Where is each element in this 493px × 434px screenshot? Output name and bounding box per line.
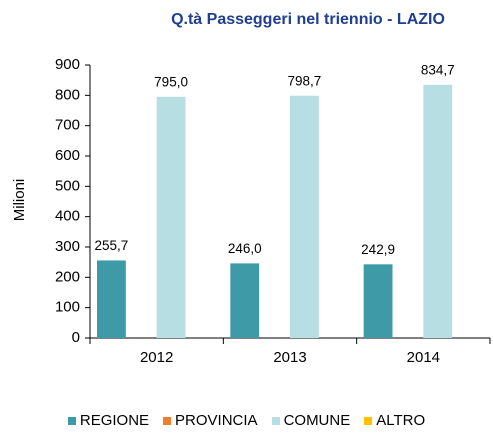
y-tick-label: 600 [55, 147, 80, 164]
legend-item: PROVINCIA [163, 412, 258, 429]
data-label: 242,9 [361, 242, 395, 257]
bar [156, 96, 186, 338]
data-label: 246,0 [228, 241, 262, 256]
bar [97, 260, 126, 338]
x-tick-label: 2012 [140, 349, 173, 366]
legend-swatch [271, 416, 280, 425]
y-tick-label: 200 [55, 268, 80, 285]
bar [230, 263, 260, 338]
legend-item: COMUNE [271, 412, 351, 429]
y-tick-label: 100 [55, 299, 80, 316]
chart: Q.tà Passeggeri nel triennio - LAZIO Mil… [11, 11, 491, 366]
legend-swatch [163, 416, 172, 425]
y-tick-label: 800 [55, 86, 80, 103]
x-tick-label: 2013 [273, 349, 306, 366]
data-label: 798,7 [288, 73, 322, 88]
legend-swatch [364, 416, 373, 425]
y-tick-label: 300 [55, 238, 80, 255]
data-label: 795,0 [154, 74, 188, 89]
legend-item: ALTRO [364, 412, 425, 429]
legend-label: PROVINCIA [175, 412, 258, 429]
y-tick-label: 700 [55, 117, 80, 134]
y-tick-label: 400 [55, 208, 80, 225]
data-label: 255,7 [95, 238, 129, 253]
bar [363, 264, 393, 338]
y-tick-label: 0 [72, 329, 80, 346]
bar [290, 95, 319, 339]
y-tick-label: 900 [55, 56, 80, 73]
y-tick-label: 500 [55, 177, 80, 194]
legend-swatch [67, 416, 76, 425]
y-axis-label: Milioni [11, 179, 28, 222]
data-label: 834,7 [421, 62, 455, 77]
bar [423, 84, 453, 338]
legend-item: REGIONE [67, 412, 150, 429]
legend-label: COMUNE [283, 412, 351, 429]
legend-label: ALTRO [376, 412, 426, 429]
legend: REGIONE PROVINCIA COMUNE ALTRO [0, 412, 493, 429]
chart-title: Q.tà Passeggeri nel triennio - LAZIO [171, 11, 445, 28]
x-tick-label: 2014 [407, 349, 440, 366]
legend-label: REGIONE [79, 412, 150, 429]
